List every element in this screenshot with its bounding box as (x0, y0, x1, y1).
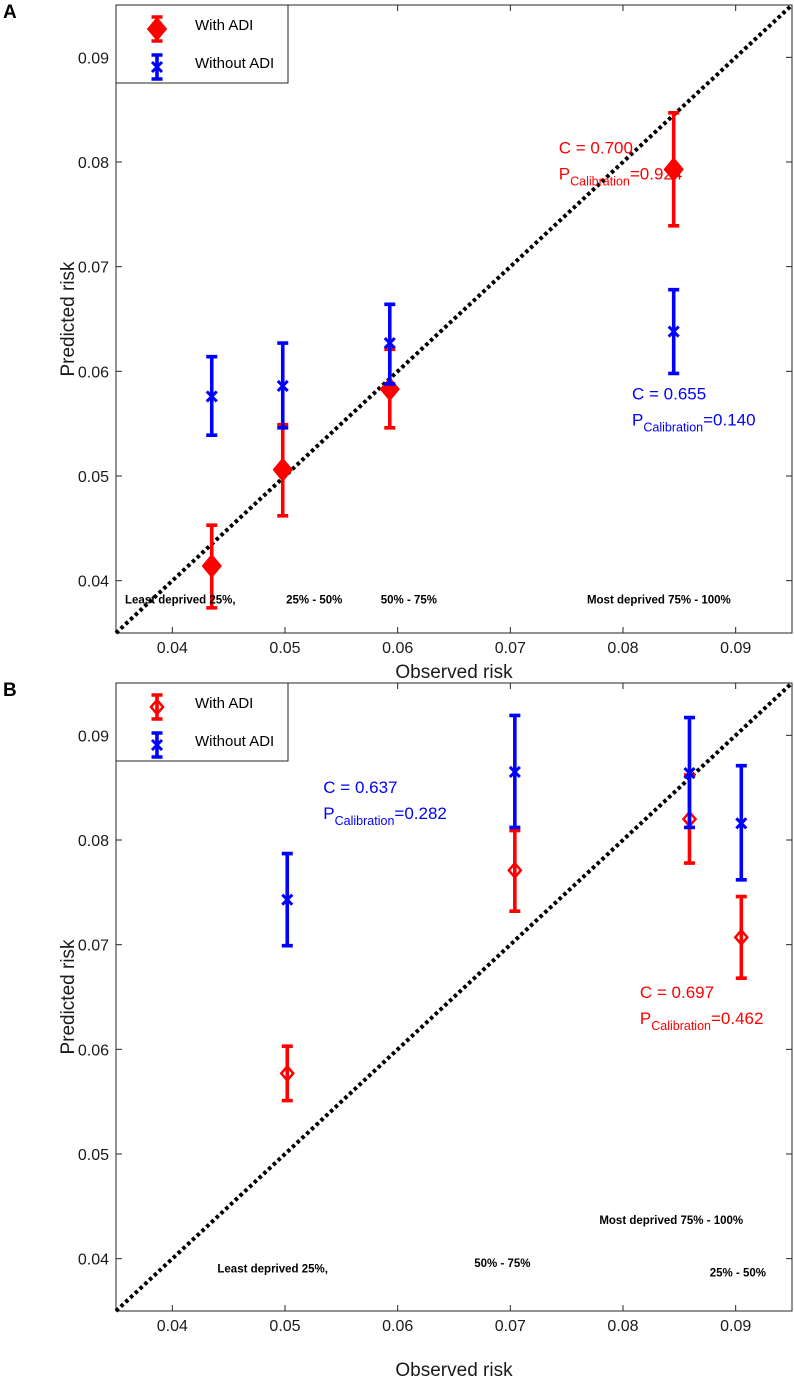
legend-marker-with-adi (149, 698, 165, 716)
y-tick-label: 0.05 (78, 1147, 109, 1164)
error-bar-with-adi (735, 894, 747, 980)
y-tick-label: 0.06 (78, 1042, 109, 1059)
legend-b: With ADI Without ADI (115, 682, 289, 762)
x-tick-label: 0.09 (720, 640, 751, 657)
x-tick-label: 0.08 (607, 1318, 638, 1335)
x-tick-label: 0.05 (269, 640, 300, 657)
p-subscript: Calibration (570, 175, 630, 189)
y-tick-label: 0.09 (78, 728, 109, 745)
x-tick-label: 0.06 (382, 640, 413, 657)
p-symbol: P (632, 411, 643, 430)
p-subscript: Calibration (335, 814, 395, 828)
quartile-label: 50% - 75% (474, 1258, 530, 1270)
legend-box-b (115, 682, 289, 762)
point-without-adi (508, 765, 521, 779)
y-tick-label: 0.06 (78, 364, 109, 381)
quartile-label: 25% - 50% (710, 1267, 766, 1279)
x-axis-label-a: Observed risk (395, 662, 513, 683)
x-tick-label: 0.09 (720, 1318, 751, 1335)
legend-symbol-with-adi-b (149, 693, 165, 721)
p-symbol: P (559, 165, 570, 184)
c-statistic-label: C = 0.655 (632, 385, 706, 404)
point-with-adi (272, 457, 293, 483)
perfect-calibration-line (114, 681, 794, 1313)
legend-symbol-without-adi-a (150, 53, 164, 81)
p-calibration-label: PCalibration=0.462 (640, 1009, 764, 1033)
point-with-adi (201, 553, 222, 579)
y-tick-label: 0.05 (78, 469, 109, 486)
quartile-label: 50% - 75% (381, 595, 437, 607)
x-tick-label: 0.07 (495, 640, 526, 657)
point-with-adi (733, 928, 749, 947)
x-tick-label: 0.07 (495, 1318, 526, 1335)
perfect-calibration-line (114, 3, 794, 635)
legend-box-a (115, 4, 289, 84)
x-tick-label: 0.06 (382, 1318, 413, 1335)
plot-content-a: 0.04 0.05 0.06 0.07 0.08 0.09 0.04 0.05 0.06 0.07… (78, 3, 794, 657)
quartile-label: Most deprived 75% - 100% (599, 1215, 743, 1227)
point-without-adi (735, 817, 748, 830)
p-value: =0.462 (711, 1009, 763, 1028)
c-statistic-label: C = 0.637 (323, 778, 397, 797)
point-without-adi (667, 325, 680, 338)
point-with-adi (507, 861, 523, 880)
quartile-label: Most deprived 75% - 100% (587, 595, 731, 607)
legend-label-without-adi-a: Without ADI (195, 55, 274, 72)
p-value: =0.140 (703, 411, 755, 430)
y-axis-label-b: Predicted risk (58, 939, 79, 1055)
legend-label-with-adi-b: With ADI (195, 695, 253, 712)
panel-a: A 0.04 0.05 0.06 0.07 0.08 0.090.040.050.060.… (3, 2, 794, 683)
legend-symbol-without-adi-b (150, 731, 164, 759)
x-axis-label-b: Observed risk (395, 1360, 513, 1381)
y-tick-label: 0.04 (78, 574, 109, 591)
p-value: =0.282 (394, 804, 446, 823)
x-tick-label: 0.04 (157, 640, 188, 657)
c-statistic-label: C = 0.700 (559, 139, 633, 158)
quartile-label: 25% - 50% (286, 595, 342, 607)
legend-marker-without-adi (150, 738, 164, 752)
y-tick-label: 0.07 (78, 938, 109, 955)
panel-b: B 0.04 0.05 0.06 0.07 0.08 0.090.040.050.060.… (3, 680, 794, 1381)
y-axis-label-a: Predicted risk (58, 261, 79, 377)
p-symbol: P (323, 804, 334, 823)
point-with-adi (279, 1064, 295, 1083)
p-value: =0.924 (630, 165, 682, 184)
panel-letter-a: A (3, 2, 17, 23)
point-without-adi (205, 390, 218, 403)
p-subscript: Calibration (651, 1019, 711, 1033)
legend-label-without-adi-b: Without ADI (195, 733, 274, 750)
p-calibration-label: PCalibration=0.924 (559, 165, 683, 189)
p-subscript: Calibration (643, 421, 703, 435)
y-tick-label: 0.08 (78, 155, 109, 172)
panel-letter-b: B (3, 680, 17, 701)
quartile-label: Least deprived 25%, (125, 595, 236, 607)
error-bar-with-adi (509, 828, 521, 913)
c-statistic-label: C = 0.697 (640, 983, 714, 1002)
x-tick-label: 0.08 (607, 640, 638, 657)
legend-marker-without-adi (150, 60, 164, 74)
point-with-adi (663, 157, 684, 182)
y-tick-label: 0.09 (78, 50, 109, 67)
y-tick-label: 0.08 (78, 833, 109, 850)
plot-content-b: 0.04 0.05 0.06 0.07 0.08 0.09 0.04 0.05 0.06 0.07… (78, 681, 794, 1335)
p-symbol: P (640, 1009, 651, 1028)
legend-symbol-with-adi-a (146, 15, 168, 43)
y-tick-label: 0.04 (78, 1252, 109, 1269)
legend-a: With ADI Without ADI (115, 4, 289, 84)
p-calibration-label: PCalibration=0.140 (632, 411, 756, 435)
legend-label-with-adi-a: With ADI (195, 17, 253, 34)
legend-marker-with-adi (146, 16, 168, 42)
x-tick-label: 0.05 (269, 1318, 300, 1335)
point-without-adi (683, 766, 696, 780)
y-tick-label: 0.07 (78, 260, 109, 277)
quartile-label: Least deprived 25%, (217, 1263, 328, 1275)
error-bar-with-adi (281, 1044, 293, 1103)
point-without-adi (281, 893, 294, 906)
x-tick-label: 0.04 (157, 1318, 188, 1335)
point-without-adi (383, 337, 396, 350)
p-calibration-label: PCalibration=0.282 (323, 804, 447, 828)
point-without-adi (276, 379, 289, 393)
